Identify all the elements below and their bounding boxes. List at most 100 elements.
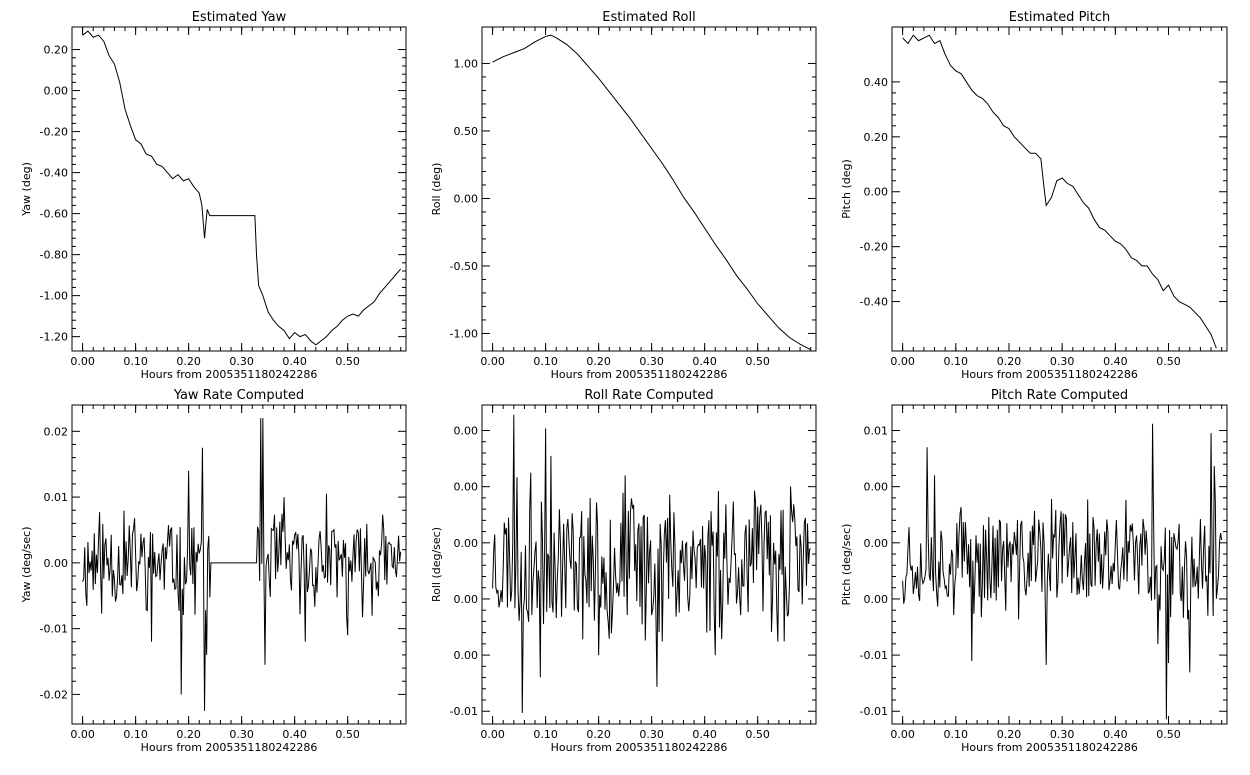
series-line xyxy=(82,30,402,346)
plot-frame xyxy=(891,26,1228,352)
x-tick-label: 0.10 xyxy=(533,728,558,741)
y-axis-label: Roll (deg/sec) xyxy=(430,527,443,602)
y-tick-label: 0.00 xyxy=(454,192,479,205)
chart-title: Roll Rate Computed xyxy=(584,388,713,403)
chart-yaw-rate: Yaw Rate Computed 0.00 0.10 0.20 0.30 0.40 0.5… xyxy=(20,388,407,754)
x-tick-label: 0.20 xyxy=(586,355,611,368)
y-tick-label: 0.00 xyxy=(454,593,479,606)
y-tick-label: 1.00 xyxy=(454,57,479,70)
x-axis-label: Hours from 2005351180242286 xyxy=(141,741,318,754)
x-tick-label: 0.50 xyxy=(1156,728,1181,741)
x-tick-label: 0.00 xyxy=(480,355,505,368)
series-line xyxy=(492,34,811,351)
y-tick-label: 0.00 xyxy=(44,85,69,98)
chart-pitch: Estimated Pitch 0.00 0.10 0.20 0.30 0.40 0.50 0… xyxy=(840,10,1228,381)
y-axis-label: Pitch (deg) xyxy=(840,159,853,219)
x-tick-label: 0.50 xyxy=(335,355,360,368)
y-tick-label: 0.20 xyxy=(44,44,69,57)
y-tick-label: -0.40 xyxy=(40,167,68,180)
plot-frame xyxy=(71,404,407,725)
x-tick-label: 0.20 xyxy=(997,355,1022,368)
y-axis-label: Yaw (deg/sec) xyxy=(20,526,33,603)
x-axis-label: Hours from 2005351180242286 xyxy=(961,368,1138,381)
plot-frame xyxy=(481,404,817,725)
x-tick-label: 0.20 xyxy=(176,728,201,741)
chart-title: Pitch Rate Computed xyxy=(991,388,1128,403)
chart-roll-rate: Roll Rate Computed 0.00 0.10 0.20 0.30 0.40 0.… xyxy=(430,388,817,754)
x-tick-label: 0.30 xyxy=(639,728,664,741)
y-tick-label: 0.00 xyxy=(864,481,889,494)
x-tick-label: 0.00 xyxy=(480,728,505,741)
x-tick-label: 0.30 xyxy=(1050,355,1075,368)
y-tick-label: 0.00 xyxy=(864,186,889,199)
y-tick-label: -0.60 xyxy=(40,208,68,221)
x-tick-label: 0.20 xyxy=(586,728,611,741)
x-tick-label: 0.40 xyxy=(282,355,307,368)
x-tick-label: 0.30 xyxy=(229,355,254,368)
x-tick-label: 0.10 xyxy=(944,355,969,368)
chart-title: Estimated Yaw xyxy=(192,10,287,25)
x-tick-label: 0.00 xyxy=(890,728,915,741)
x-tick-label: 0.00 xyxy=(70,728,95,741)
y-tick-label: 0.02 xyxy=(44,425,69,438)
chart-pitch-rate: Pitch Rate Computed 0.00 0.10 0.20 0.30 0.40 0… xyxy=(840,388,1228,754)
x-tick-label: 0.10 xyxy=(123,728,148,741)
y-tick-label: -0.20 xyxy=(860,241,888,254)
x-axis-label: Hours from 2005351180242286 xyxy=(551,368,728,381)
x-tick-label: 0.40 xyxy=(692,728,717,741)
x-tick-label: 0.50 xyxy=(745,355,770,368)
y-tick-label: -0.01 xyxy=(860,705,888,718)
y-tick-label: 0.20 xyxy=(864,131,889,144)
y-tick-label: 0.00 xyxy=(454,481,479,494)
x-tick-label: 0.50 xyxy=(745,728,770,741)
plot-frame xyxy=(71,26,407,352)
y-tick-label: -0.40 xyxy=(860,296,888,309)
y-tick-label: -1.20 xyxy=(40,331,68,344)
chart-title: Yaw Rate Computed xyxy=(173,388,304,403)
y-tick-label: 0.01 xyxy=(44,491,69,504)
x-tick-label: 0.40 xyxy=(282,728,307,741)
series-line xyxy=(82,418,402,711)
y-axis-label: Yaw (deg) xyxy=(20,162,33,217)
x-tick-label: 0.10 xyxy=(123,355,148,368)
series-line xyxy=(902,34,1217,349)
y-tick-label: -0.80 xyxy=(40,249,68,262)
plot-frame xyxy=(481,26,817,352)
x-tick-label: 0.00 xyxy=(70,355,95,368)
series-line xyxy=(902,423,1223,720)
y-axis-label: Roll (deg) xyxy=(430,163,443,216)
y-tick-label: -0.02 xyxy=(40,688,68,701)
y-tick-label: -1.00 xyxy=(450,327,478,340)
chart-roll: Estimated Roll 0.00 0.10 0.20 0.30 0.40 0.50 1.… xyxy=(430,10,817,381)
chart-title: Estimated Pitch xyxy=(1009,10,1110,25)
y-tick-label: 0.00 xyxy=(864,593,889,606)
x-tick-label: 0.10 xyxy=(944,728,969,741)
y-tick-label: 0.40 xyxy=(864,76,889,89)
chart-yaw: Estimated Yaw 0.00 0.10 0.20 0.30 0.40 0.50 0.2… xyxy=(20,10,407,381)
x-tick-label: 0.20 xyxy=(176,355,201,368)
x-tick-label: 0.30 xyxy=(1050,728,1075,741)
x-axis-label: Hours from 2005351180242286 xyxy=(141,368,318,381)
y-axis-label: Pitch (deg/sec) xyxy=(840,524,853,606)
y-tick-label: -0.50 xyxy=(450,260,478,273)
y-tick-label: -0.01 xyxy=(450,705,478,718)
y-tick-label: 0.00 xyxy=(454,649,479,662)
y-tick-label: 0.50 xyxy=(454,125,479,138)
y-tick-label: 0.00 xyxy=(44,557,69,570)
y-tick-label: 0.00 xyxy=(454,425,479,438)
x-tick-label: 0.40 xyxy=(692,355,717,368)
y-tick-label: 0.00 xyxy=(864,537,889,550)
x-tick-label: 0.40 xyxy=(1103,355,1128,368)
x-tick-label: 0.40 xyxy=(1103,728,1128,741)
plot-frame xyxy=(891,404,1228,725)
x-tick-label: 0.00 xyxy=(890,355,915,368)
y-tick-label: -0.20 xyxy=(40,126,68,139)
y-tick-label: -1.00 xyxy=(40,290,68,303)
chart-title: Estimated Roll xyxy=(602,10,695,25)
x-axis-label: Hours from 2005351180242286 xyxy=(551,741,728,754)
y-tick-label: 0.00 xyxy=(454,537,479,550)
x-tick-label: 0.50 xyxy=(335,728,360,741)
y-tick-label: -0.01 xyxy=(40,623,68,636)
x-tick-label: 0.20 xyxy=(997,728,1022,741)
